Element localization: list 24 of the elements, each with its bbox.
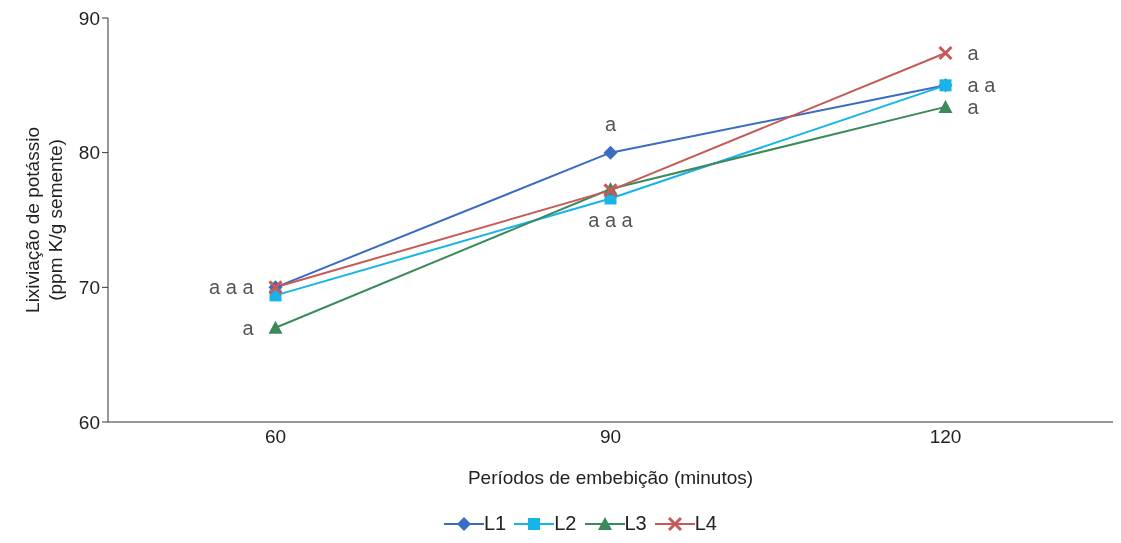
point — [603, 145, 618, 160]
point — [938, 45, 953, 61]
annotation: a — [604, 112, 617, 135]
point — [938, 99, 953, 113]
y-tick-label: 70 — [78, 277, 100, 299]
y-tick-label: 60 — [78, 411, 100, 433]
annotation: a a a — [209, 276, 255, 299]
x-tick-label: 60 — [264, 426, 287, 448]
legend-label: L3 — [624, 512, 647, 535]
legend-label: L2 — [554, 512, 577, 535]
y-tick-label: 80 — [78, 142, 100, 164]
y-tick-label: 90 — [78, 7, 100, 29]
legend-label: L4 — [694, 512, 717, 535]
annotation: a a — [967, 74, 997, 97]
point — [268, 320, 283, 334]
annotation: a — [967, 42, 980, 65]
x-tick-label: 90 — [599, 426, 622, 448]
legend-label: L1 — [484, 512, 507, 535]
y-axis-title: Lixiviação de potássio (ppm K/g semente) — [22, 127, 66, 313]
annotation: a — [967, 95, 980, 118]
x-axis-title: Períodos de embebição (minutos) — [467, 467, 754, 488]
annotation: a — [242, 316, 255, 339]
annotation: a a a — [588, 208, 634, 231]
x-tick-label: 120 — [929, 426, 962, 448]
